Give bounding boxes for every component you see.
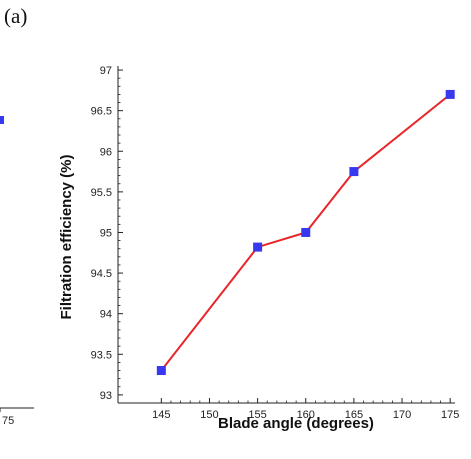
y-tick-label: 95 (100, 227, 112, 239)
x-tick-label: 165 (345, 409, 363, 421)
y-tick-label: 95.5 (91, 187, 112, 199)
data-point (349, 167, 359, 177)
panel-label: (a) (4, 4, 28, 28)
data-point (445, 89, 455, 99)
y-tick-label: 96 (100, 146, 112, 158)
y-tick-label: 94.5 (91, 268, 112, 280)
axes: 145 150 155 160 165 170 175 93 93.5 94 94.5 95 95.5 9… (91, 65, 460, 421)
y-axis-title: Filtration efficiency (%) (58, 154, 75, 319)
x-axis-title: Blade angle (degrees) (218, 415, 374, 432)
left-fragment-tick-label: 75 (2, 415, 14, 427)
x-tick-label: 150 (200, 409, 218, 421)
x-tick-label: 145 (152, 409, 170, 421)
x-tick-label: 175 (441, 409, 459, 421)
y-tick-label: 96.5 (91, 106, 112, 118)
left-panel-fragment: 75 (0, 116, 34, 427)
x-tick-label: 155 (248, 409, 266, 421)
data-point (253, 242, 263, 252)
y-tick-label: 94 (100, 309, 112, 321)
y-tick-label: 93.5 (91, 349, 112, 361)
y-tick-label: 97 (100, 65, 112, 77)
y-tick-label: 93 (100, 390, 112, 402)
x-tick-label: 170 (393, 409, 411, 421)
data-point (156, 366, 166, 376)
plot-area (156, 89, 455, 376)
data-point (301, 227, 311, 237)
x-tick-label: 160 (297, 409, 315, 421)
left-fragment-marker (0, 116, 4, 124)
